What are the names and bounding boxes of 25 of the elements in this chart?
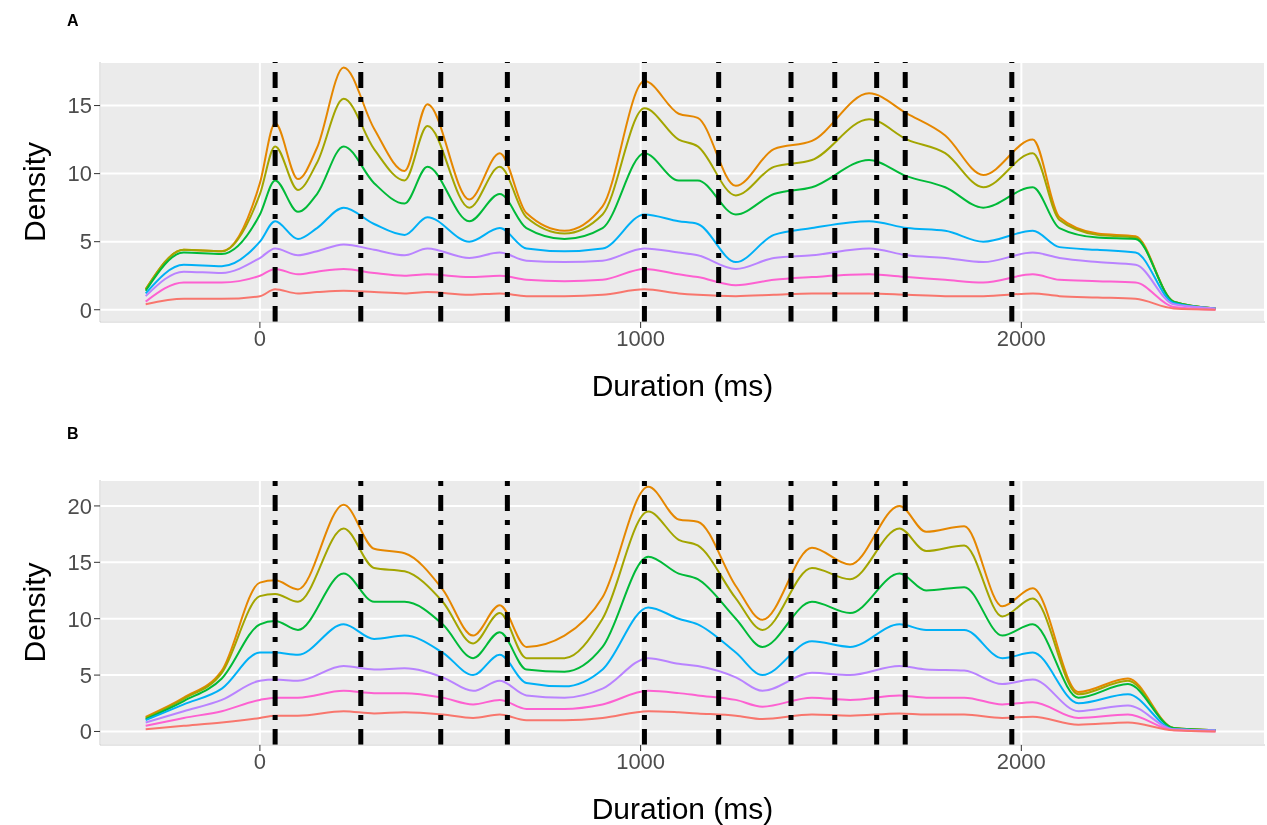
y-tick-label: 0: [79, 719, 92, 745]
y-axis-title: Density: [17, 562, 51, 663]
chart-title: A: [67, 12, 79, 30]
y-tick-label: 10: [67, 161, 92, 187]
x-axis-title: Duration (ms): [591, 792, 774, 825]
chart-title: B: [67, 425, 79, 443]
x-tick-label: 0: [253, 748, 267, 774]
line-series: [144, 710, 1217, 733]
y-tick-label: 15: [67, 550, 92, 576]
y-tick-label: 10: [67, 606, 92, 632]
line-series: [144, 288, 1217, 311]
y-axis-title: Density: [17, 141, 51, 243]
x-axis-title: Duration (ms): [591, 369, 774, 402]
x-tick-label: 1000: [616, 325, 666, 351]
x-tick-label: 2000: [996, 325, 1046, 351]
y-tick-label: 20: [67, 493, 92, 519]
y-tick-label: 0: [79, 297, 92, 323]
x-tick-label: 1000: [616, 748, 666, 774]
y-tick-label: 5: [79, 229, 92, 255]
x-tick-label: 2000: [996, 748, 1046, 774]
x-tick-label: 0: [253, 325, 267, 351]
line-series: [144, 243, 1217, 310]
y-tick-label: 15: [67, 93, 92, 119]
line-series: [144, 657, 1217, 732]
y-tick-label: 5: [79, 662, 92, 688]
